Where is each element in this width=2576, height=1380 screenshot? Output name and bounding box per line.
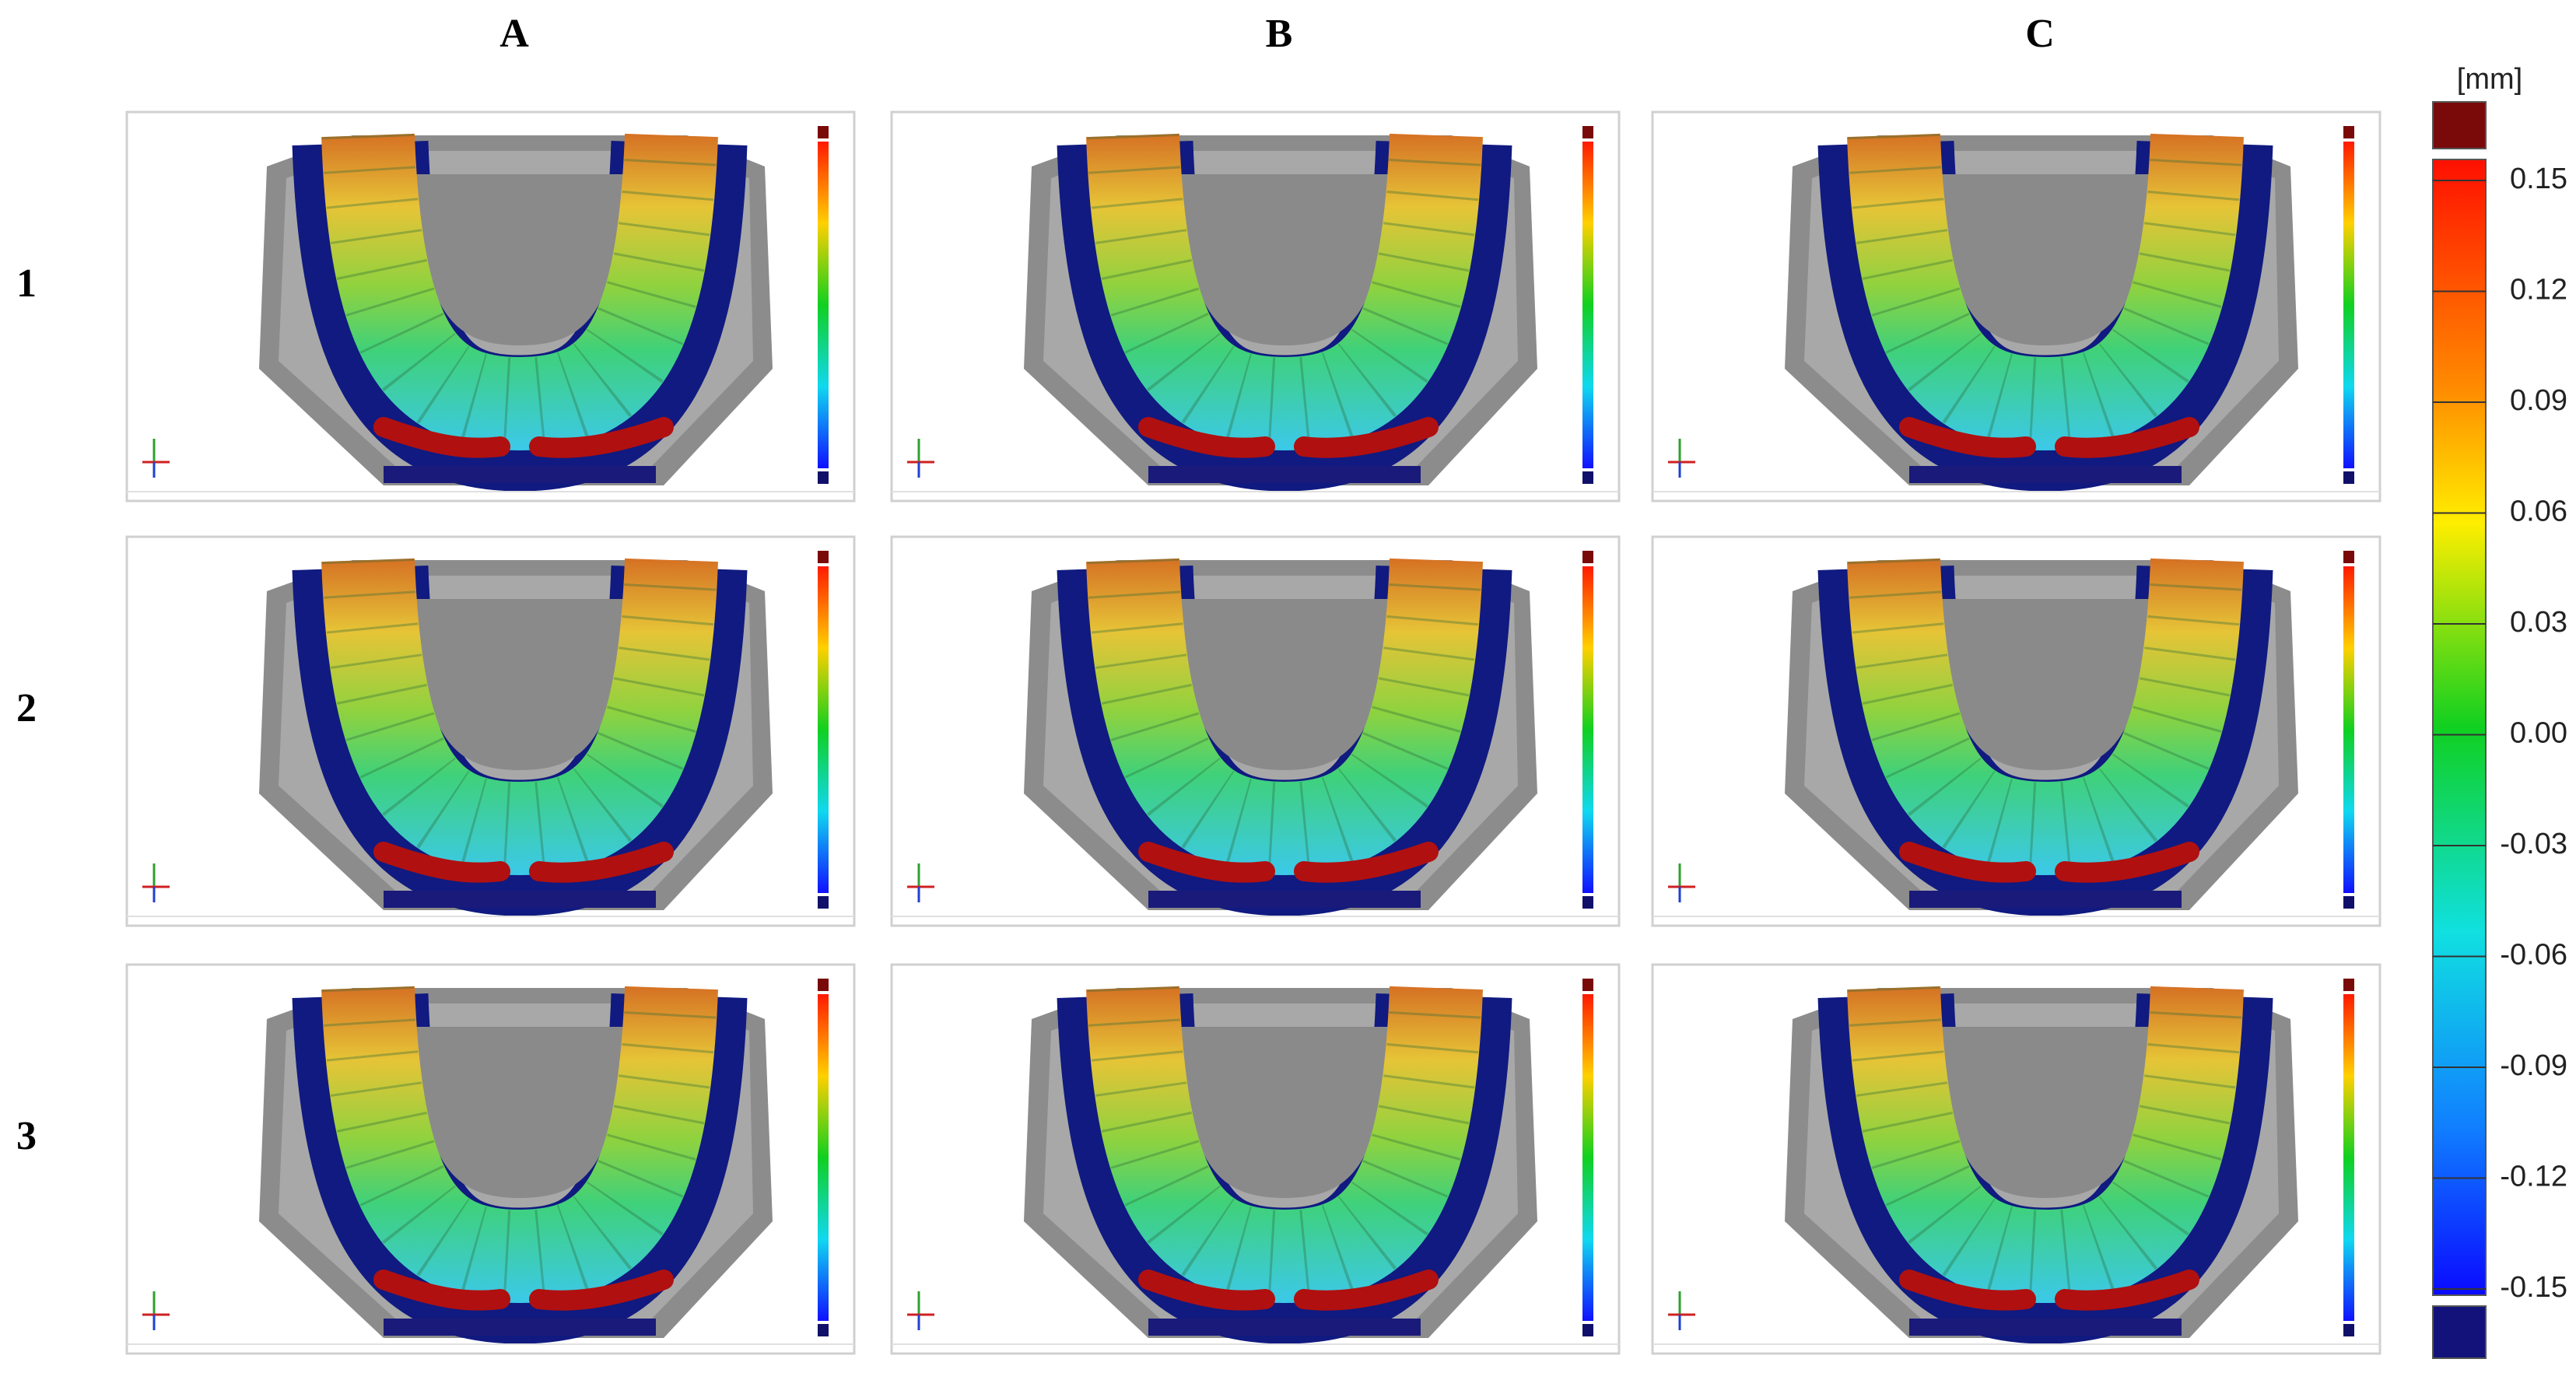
colorbar-tick-label: -0.03 (2500, 828, 2567, 860)
deviation-map (1652, 537, 2380, 926)
deviation-map (1652, 112, 2380, 501)
column-label: B (1266, 12, 1293, 56)
deviation-map (1652, 965, 2380, 1354)
deviation-map (127, 112, 854, 501)
row-label: 1 (16, 261, 37, 306)
colorbar-tick-label: -0.12 (2500, 1161, 2567, 1193)
colorbar-tick-label: 0.06 (2510, 496, 2567, 528)
row-label: 2 (16, 686, 37, 730)
colorbar-under (2432, 1305, 2487, 1359)
colorbar-tick-label: 0.00 (2510, 717, 2567, 750)
row-label: 3 (16, 1114, 37, 1158)
colorbar-unit: [mm] (2457, 63, 2522, 96)
deviation-map (892, 112, 1619, 501)
colorbar-tick-label: 0.12 (2510, 274, 2567, 306)
deviation-map (892, 965, 1619, 1354)
colorbar-tick-label: -0.09 (2500, 1049, 2567, 1082)
colorbar (2432, 159, 2487, 1296)
column-label: A (499, 12, 529, 56)
colorbar-tick-label: 0.09 (2510, 384, 2567, 417)
deviation-map (127, 965, 854, 1354)
colorbar-tick-label: -0.06 (2500, 939, 2567, 972)
deviation-map (127, 537, 854, 926)
colorbar-tick-label: -0.15 (2500, 1271, 2567, 1304)
colorbar-tick-label: 0.03 (2510, 606, 2567, 639)
colorbar-over (2432, 101, 2487, 149)
deviation-map (892, 537, 1619, 926)
column-label: C (2025, 12, 2055, 56)
colorbar-tick-label: 0.15 (2510, 163, 2567, 195)
